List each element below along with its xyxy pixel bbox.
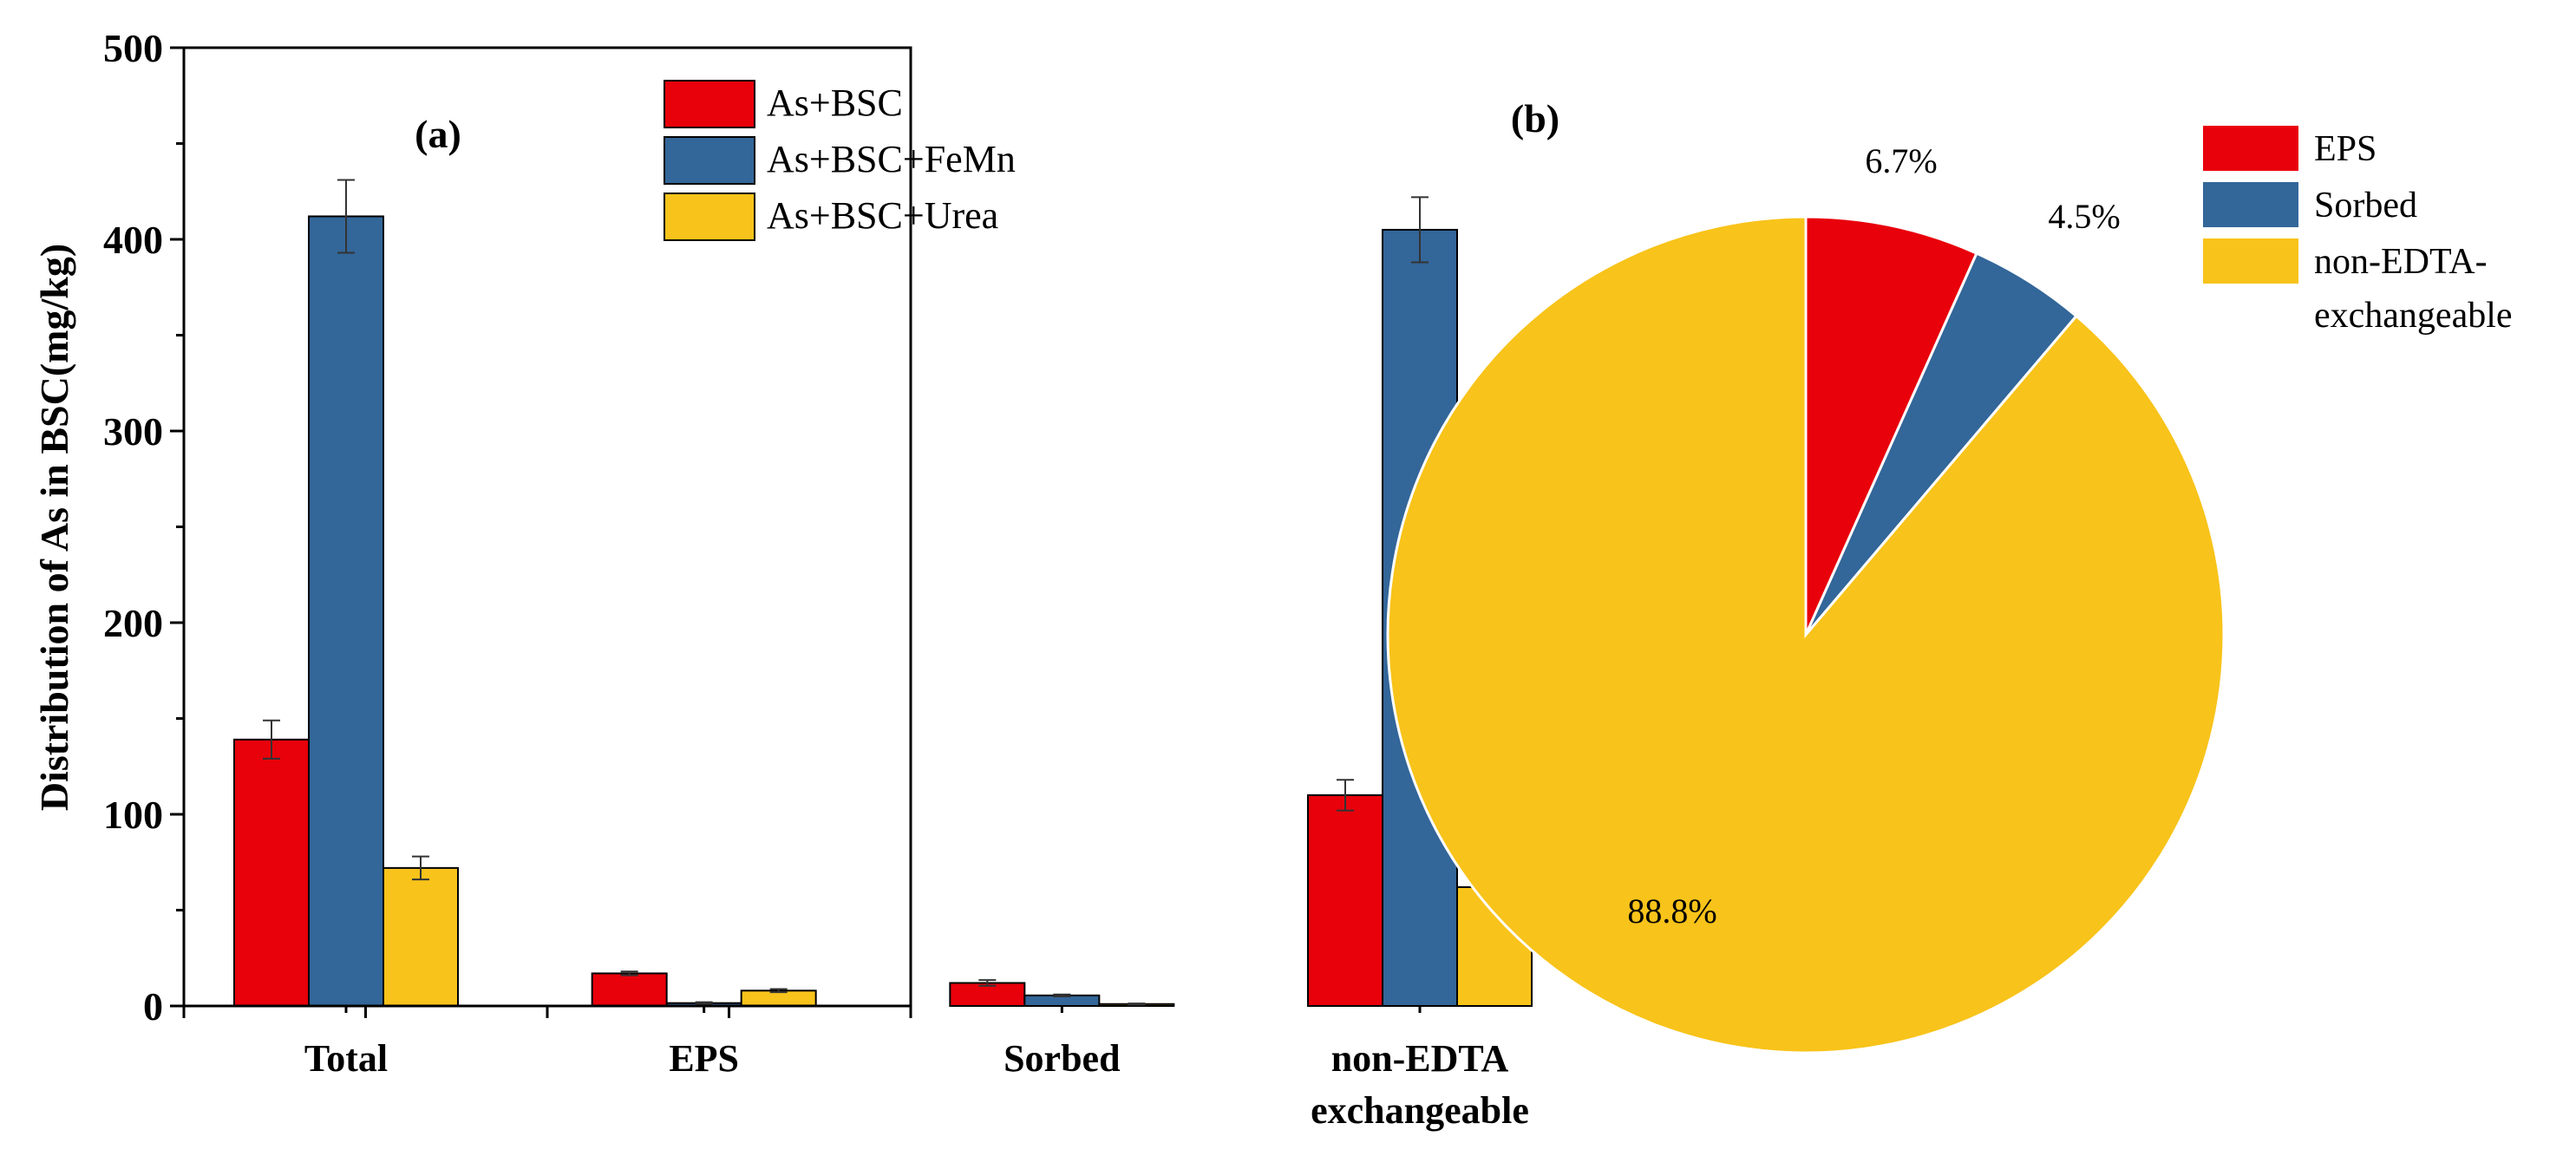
pie-slice-eps <box>1804 215 1978 636</box>
y-axis-label: Distribution of As in BSC(mg/kg) <box>32 244 76 811</box>
error-bar-as-bsc-femn-sorbed <box>1053 993 1071 997</box>
pie-slice-label-sorbed: 4.5% <box>2048 197 2120 236</box>
y-tick-label: 300 <box>103 409 163 454</box>
error-bar-as-bsc-urea-total <box>412 855 429 881</box>
legend-swatch <box>664 136 755 185</box>
legend-label: non-EDTA- <box>2314 242 2488 282</box>
error-bar-as-bsc-femn-eps <box>695 1001 713 1005</box>
legend-item-eps: EPS <box>2203 126 2377 171</box>
bar-series-group <box>233 215 1533 1008</box>
pie-slice-label-eps: 6.7% <box>1865 141 1937 180</box>
x-category-label: Sorbed <box>1004 1037 1120 1080</box>
x-category-label: EPS <box>669 1037 739 1080</box>
error-bar-as-bsc-sorbed <box>978 979 997 987</box>
error-bar-as-bsc-eps <box>620 970 638 976</box>
bar-legend: As+BSC As+BSC+FeMn As+BSC+Urea <box>664 80 1016 241</box>
error-bar-as-bsc-non-edta-exchangeable <box>1337 779 1354 812</box>
error-bar-as-bsc-femn-non-edta-exchangeable <box>1411 196 1429 264</box>
bar-as-bsc-urea-total <box>382 866 459 1007</box>
error-bar-as-bsc-urea-sorbed <box>1128 1002 1146 1006</box>
y-tick-label: 200 <box>103 601 163 645</box>
legend-item-as-bsc-urea: As+BSC+Urea <box>664 193 998 241</box>
panel-label-a: (a) <box>415 112 461 156</box>
bar-as-bsc-total <box>233 738 310 1007</box>
legend-item-non-edta-exchangeable: non-EDTA-exchangeable <box>2203 238 2513 336</box>
pie-label-group: 6.7% 4.5% 88.8% <box>1627 141 2120 931</box>
error-bar-as-bsc-urea-eps <box>769 988 788 994</box>
x-category-label: non-EDTA <box>1331 1037 1509 1080</box>
legend-item-sorbed: Sorbed <box>2203 182 2417 227</box>
legend-swatch <box>2203 126 2298 171</box>
pie-slice-label-non-edta-exchangeable: 88.8% <box>1627 891 1716 931</box>
panel-label-b: (b) <box>1511 96 1559 140</box>
y-axis-ticks: 0 100 200 300 400 500 <box>103 26 184 1029</box>
legend-label: As+BSC <box>767 82 903 124</box>
y-tick-label: 0 <box>143 984 163 1029</box>
pie-legend: EPS Sorbed non-EDTA-exchangeable <box>2203 126 2513 336</box>
legend-label: EPS <box>2314 129 2377 169</box>
y-tick-label: 500 <box>103 26 163 70</box>
bar-as-bsc-eps <box>591 972 668 1008</box>
legend-label: As+BSC+Urea <box>767 194 998 237</box>
error-bar-as-bsc-total <box>263 719 280 760</box>
bar-as-bsc-femn-total <box>308 215 384 1008</box>
legend-swatch <box>664 193 755 241</box>
y-tick-label: 400 <box>103 218 163 262</box>
legend-swatch <box>2203 238 2298 284</box>
legend-item-as-bsc: As+BSC <box>664 80 903 128</box>
legend-item-as-bsc-femn: As+BSC+FeMn <box>664 136 1016 185</box>
error-bar-group <box>263 179 1503 1006</box>
bar-chart-panel: 0 100 200 300 400 500 Total EPS Sorbed non-EDTA e… <box>32 26 1533 1132</box>
pie-chart-panel: 6.7% 4.5% 88.8% (b) EPS Sorbed non-EDTA-exch… <box>1386 96 2513 1055</box>
legend-label: exchangeable <box>2314 296 2513 336</box>
legend-label: Sorbed <box>2314 186 2417 225</box>
legend-label: As+BSC+FeMn <box>767 138 1016 180</box>
bar-as-bsc-sorbed <box>949 982 1026 1007</box>
x-category-label: exchangeable <box>1311 1089 1529 1132</box>
x-axis-ticks: Total EPS Sorbed non-EDTA exchangeable <box>182 1006 1529 1132</box>
bar-as-bsc-non-edta-exchangeable <box>1307 793 1383 1008</box>
legend-swatch <box>664 80 755 128</box>
pie-slice-non-edta-exchangeable <box>1386 215 2226 1055</box>
y-tick-label: 100 <box>103 793 163 837</box>
pie-slice-group <box>1386 215 2226 1055</box>
legend-swatch <box>2203 182 2298 227</box>
error-bar-as-bsc-femn-total <box>337 179 355 254</box>
x-category-label: Total <box>304 1037 388 1080</box>
